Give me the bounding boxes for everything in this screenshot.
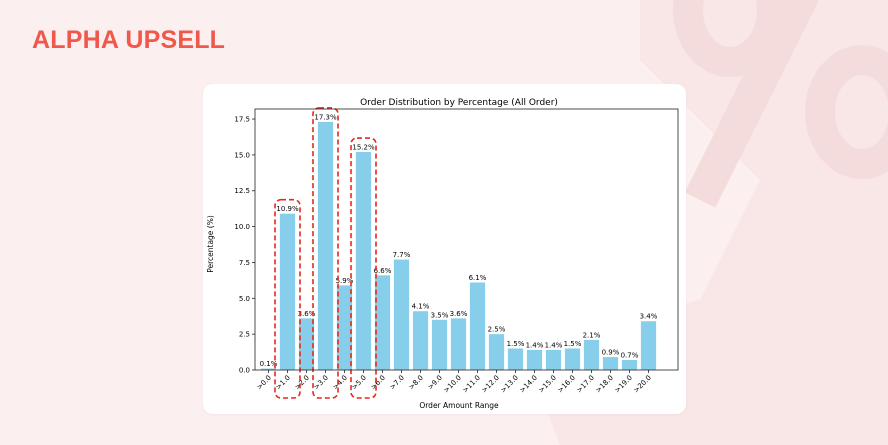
bar-value-label: 3.5% <box>431 311 449 319</box>
x-tick-label: >6.0 <box>369 374 387 392</box>
bar-value-label: 3.6% <box>298 310 316 318</box>
bars-group <box>260 121 657 371</box>
bar-value-label: 1.5% <box>507 340 525 348</box>
bar-value-label: 17.3% <box>314 113 337 121</box>
bar-value-label: 7.7% <box>393 251 411 259</box>
y-tick-label: 17.5 <box>234 116 250 124</box>
highlight-box->1.0 <box>274 198 301 399</box>
bar-value-label: 0.9% <box>602 349 620 357</box>
y-tick-label: 10.0 <box>234 223 250 231</box>
bar->20.0 <box>640 321 657 370</box>
y-tick-label: 2.5 <box>239 331 250 339</box>
bar->14.0 <box>526 349 543 370</box>
bar->2.0 <box>298 318 315 370</box>
x-tick-label: >0.0 <box>255 374 273 392</box>
bar->12.0 <box>488 334 505 370</box>
bar-value-label: 0.7% <box>621 351 639 359</box>
x-tick-label: >14.0 <box>518 374 539 395</box>
y-ticks-group: 0.0 2.5 5.0 7.5 10.0 12.5 15.0 17.5 <box>234 116 255 375</box>
x-tick-label: >8.0 <box>407 374 425 392</box>
bar-value-label: 1.4% <box>545 341 563 349</box>
bar-value-label: 3.4% <box>640 313 658 321</box>
bar->5.0 <box>355 152 372 370</box>
bar->17.0 <box>583 339 600 370</box>
x-tick-label: >7.0 <box>388 374 406 392</box>
bar-value-label: 3.6% <box>450 310 468 318</box>
y-tick-label: 15.0 <box>234 151 250 159</box>
x-tick-label: >11.0 <box>461 374 482 395</box>
x-tick-label: >12.0 <box>480 374 501 395</box>
bar-value-label: 0.1% <box>260 360 278 368</box>
x-tick-label: >17.0 <box>575 374 596 395</box>
bar-value-label: 15.2% <box>352 144 375 152</box>
bar->19.0 <box>621 359 638 370</box>
x-tick-label: >13.0 <box>499 374 520 395</box>
bar->8.0 <box>412 311 429 370</box>
x-ticks-group: >0.0 >1.0 >2.0 >3.0 >4.0 >5.0 >6.0 >7.0 >8.0 >9.0… <box>255 370 653 395</box>
x-tick-label: >4.0 <box>331 374 349 392</box>
percent-slash <box>684 0 820 208</box>
bar->1.0 <box>279 213 296 370</box>
chart-card: Order Distribution by Percentage (All Or… <box>203 84 686 414</box>
bar->4.0 <box>336 285 353 370</box>
brand-logo: ALPHA UPSELL <box>32 26 226 54</box>
bar->7.0 <box>393 259 410 370</box>
bar->16.0 <box>564 348 581 370</box>
bar-value-label: 1.4% <box>526 341 544 349</box>
bar-value-label: 6.1% <box>469 274 487 282</box>
x-tick-label: >5.0 <box>350 374 368 392</box>
chart-title: Order Distribution by Percentage (All Or… <box>360 98 558 108</box>
bar-value-label: 1.5% <box>564 340 582 348</box>
bar-chart: Order Distribution by Percentage (All Or… <box>206 98 679 410</box>
x-tick-label: >1.0 <box>274 374 292 392</box>
x-tick-label: >2.0 <box>293 374 311 392</box>
highlights-group <box>274 107 377 399</box>
y-tick-label: 7.5 <box>239 259 250 267</box>
bar->0.0 <box>260 368 277 370</box>
value-labels-group: 0.1%10.9%3.6%17.3%5.9%15.2%6.6%7.7%4.1%3… <box>260 113 658 368</box>
bar-value-label: 6.6% <box>374 267 392 275</box>
highlight-box->3.0 <box>312 107 339 399</box>
x-tick-label: >20.0 <box>632 374 653 395</box>
x-tick-label: >15.0 <box>537 374 558 395</box>
y-axis-label: Percentage (%) <box>206 215 215 273</box>
plot-frame <box>254 108 679 371</box>
bar-value-label: 4.1% <box>412 303 430 311</box>
x-tick-label: >10.0 <box>442 374 463 395</box>
bar->9.0 <box>431 319 448 370</box>
x-tick-label: >16.0 <box>556 374 577 395</box>
y-tick-label: 5.0 <box>239 295 250 303</box>
x-tick-label: >3.0 <box>312 374 330 392</box>
bar->18.0 <box>602 357 619 370</box>
bar->3.0 <box>317 121 334 371</box>
y-tick-label: 12.5 <box>234 187 250 195</box>
bar->15.0 <box>545 349 562 370</box>
x-tick-label: >19.0 <box>613 374 634 395</box>
percent-icon <box>673 0 888 179</box>
x-axis-label: Order Amount Range <box>419 401 499 410</box>
bar-value-label: 5.9% <box>336 277 354 285</box>
bar-value-label: 2.1% <box>583 331 601 339</box>
x-tick-label: >18.0 <box>594 374 615 395</box>
y-tick-label: 0.0 <box>239 367 250 375</box>
highlight-box->5.0 <box>350 137 377 399</box>
bar-value-label: 10.9% <box>276 205 299 213</box>
bar->11.0 <box>469 282 486 370</box>
bar->13.0 <box>507 348 524 370</box>
bar->6.0 <box>374 275 391 370</box>
bar->10.0 <box>450 318 467 370</box>
bar-value-label: 2.5% <box>488 326 506 334</box>
